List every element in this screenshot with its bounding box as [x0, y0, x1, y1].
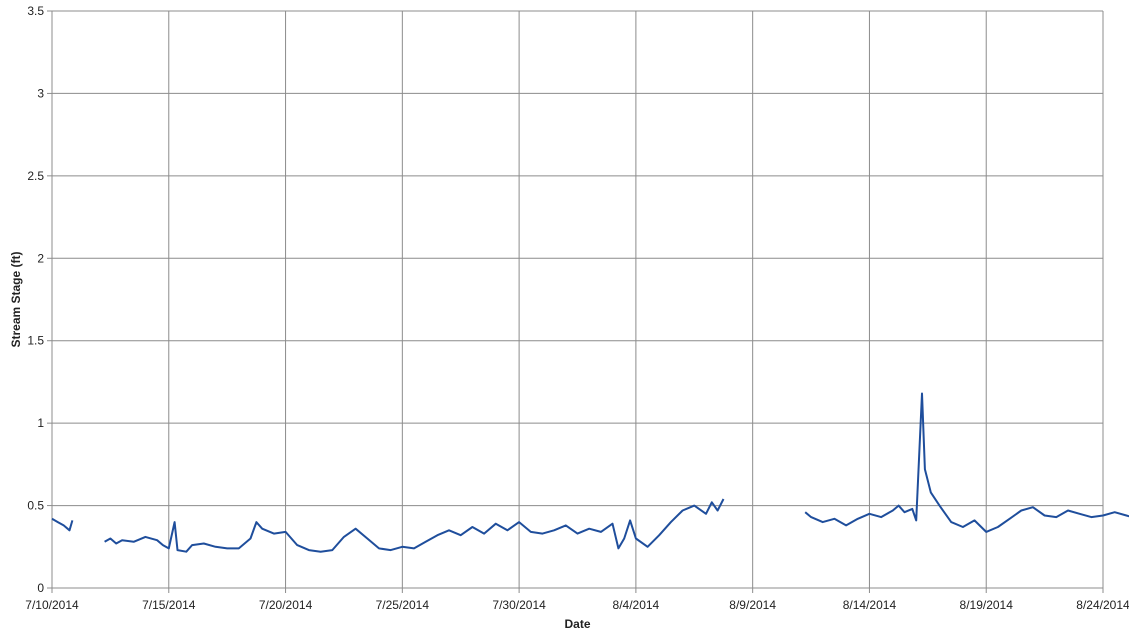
- y-tick-label: 3: [37, 86, 44, 100]
- x-tick-label: 8/4/2014: [613, 598, 660, 612]
- y-tick-label: 0: [37, 581, 44, 595]
- y-tick-label: 1: [37, 416, 44, 430]
- y-tick-labels: 0 0.5 1 1.5 2 2.5 3 3.5: [27, 4, 44, 595]
- x-tick-label: 7/10/2014: [25, 598, 79, 612]
- x-tick-labels: 7/10/2014 7/15/2014 7/20/2014 7/25/2014 7/30…: [25, 598, 1129, 612]
- series-line: [51, 392, 1129, 553]
- x-tick-label: 7/15/2014: [142, 598, 196, 612]
- x-tick-label: 8/19/2014: [960, 598, 1014, 612]
- series-segment: [104, 498, 725, 553]
- x-tick-label: 7/25/2014: [376, 598, 430, 612]
- y-tick-label: 2.5: [27, 169, 44, 183]
- y-axis-title: Stream Stage (ft): [9, 251, 23, 347]
- x-tick-label: 8/14/2014: [843, 598, 897, 612]
- y-tick-label: 2: [37, 251, 44, 265]
- y-tick-label: 3.5: [27, 4, 44, 18]
- y-tick-label: 0.5: [27, 499, 44, 513]
- x-tick-label: 8/9/2014: [729, 598, 776, 612]
- x-tick-label: 7/30/2014: [492, 598, 546, 612]
- grid: [52, 10, 1104, 588]
- x-tick-label: 7/20/2014: [259, 598, 313, 612]
- series-segment: [804, 392, 1129, 533]
- axes: [47, 10, 1104, 593]
- series-segment: [51, 517, 74, 532]
- y-tick-label: 1.5: [27, 334, 44, 348]
- x-axis-title: Date: [564, 617, 590, 631]
- x-tick-label: 8/24/2014: [1076, 598, 1129, 612]
